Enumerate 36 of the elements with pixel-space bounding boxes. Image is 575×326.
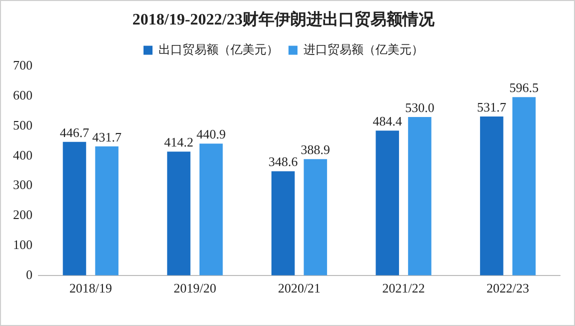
- y-tick-label: 300: [13, 177, 32, 192]
- y-tick-label: 100: [13, 236, 32, 252]
- x-tick-label: 2019/20: [174, 280, 216, 296]
- text: 596.5: [509, 80, 539, 96]
- y-tick-label: 200: [13, 207, 32, 222]
- text: 440.9: [196, 126, 226, 142]
- bar: [376, 130, 400, 276]
- bar: [62, 142, 86, 276]
- y-tick-label: 400: [13, 147, 32, 162]
- bar: [167, 152, 190, 276]
- bar: [199, 144, 223, 276]
- bar: [480, 116, 504, 276]
- text: 484.4: [372, 114, 402, 129]
- text: 530.0: [405, 100, 434, 115]
- y-tick-label: 500: [13, 117, 32, 132]
- x-tick-label: 2022/23: [486, 280, 530, 296]
- legend-label: 进口贸易额（亿美元）: [304, 42, 424, 56]
- text: 388.9: [300, 142, 330, 158]
- chart-title: 2018/19-2022/23财年伊朗进出口贸易额情况: [132, 10, 436, 29]
- legend-label: 出口贸易额（亿美元）: [158, 42, 278, 56]
- x-tick-label: 2020/21: [278, 280, 321, 296]
- y-tick-label: 600: [13, 88, 32, 103]
- bar: [95, 146, 118, 276]
- y-tick-label: 0: [26, 266, 32, 282]
- x-tick-label: 2018/19: [69, 280, 112, 296]
- x-tick-label: 2021/22: [382, 280, 425, 296]
- text: 531.7: [477, 99, 506, 114]
- text: 446.7: [60, 124, 90, 140]
- bar: [408, 117, 432, 276]
- y-tick-label: 700: [13, 58, 32, 73]
- bar: [271, 171, 295, 276]
- text: 414.2: [164, 134, 194, 150]
- text: 348.6: [268, 154, 298, 170]
- bar: [512, 97, 536, 276]
- text: 431.7: [92, 129, 122, 144]
- bar: [304, 159, 328, 276]
